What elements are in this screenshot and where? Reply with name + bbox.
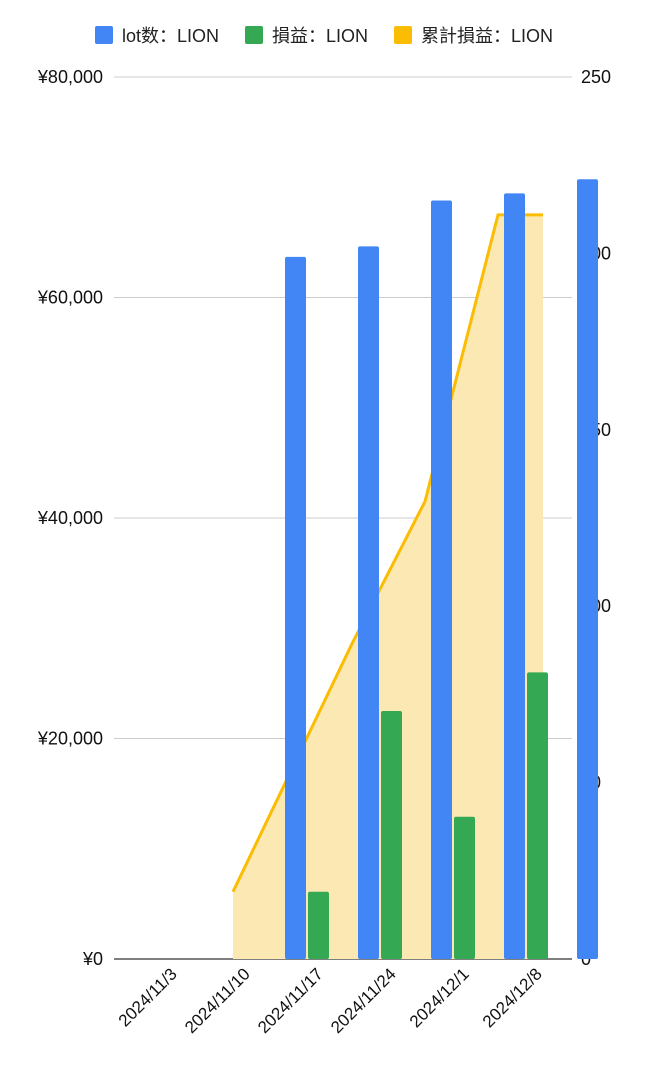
- bar-profit: [381, 710, 402, 959]
- bar-profit: [308, 891, 329, 959]
- bar-lot: [431, 200, 452, 960]
- bar-lot: [577, 179, 598, 959]
- bar-lot: [358, 246, 379, 959]
- bar-profit: [454, 816, 475, 959]
- legend-swatch-profit: [245, 26, 263, 44]
- legend-label-lot: lot数：LION: [121, 26, 219, 46]
- x-tick-label: 2024/11/10: [181, 964, 254, 1037]
- y-left-tick-label: ¥80,000: [37, 67, 103, 87]
- bar-lot: [285, 256, 306, 960]
- x-tick-label: 2024/12/8: [479, 964, 546, 1031]
- x-tick-label: 2024/11/3: [115, 964, 181, 1030]
- legend: lot数：LION 損益：LION 累計損益：LION: [0, 22, 648, 48]
- x-tick-label: 2024/12/1: [406, 964, 473, 1031]
- legend-label-cumulative: 累計損益：LION: [421, 26, 554, 46]
- legend-swatch-cumulative: [394, 26, 413, 44]
- legend-label-profit: 損益：LION: [272, 26, 369, 46]
- y-left-tick-label: ¥0: [82, 949, 103, 969]
- legend-item-lot[interactable]: lot数：LION: [94, 22, 219, 48]
- bar-lot: [504, 193, 525, 959]
- legend-item-cumulative[interactable]: 累計損益：LION: [394, 22, 553, 48]
- legend-swatch-lot: [94, 26, 113, 44]
- x-tick-label: 2024/11/24: [327, 964, 400, 1037]
- y-left-tick-label: ¥20,000: [37, 729, 103, 749]
- y-left-tick-label: ¥40,000: [37, 508, 103, 528]
- bar-profit: [527, 672, 548, 959]
- legend-item-profit[interactable]: 損益：LION: [245, 22, 368, 48]
- x-tick-label: 2024/11/17: [254, 964, 327, 1037]
- y-right-tick-label: 250: [581, 67, 611, 87]
- cumulative-area-fill: [233, 214, 543, 959]
- y-left-tick-label: ¥60,000: [37, 288, 103, 308]
